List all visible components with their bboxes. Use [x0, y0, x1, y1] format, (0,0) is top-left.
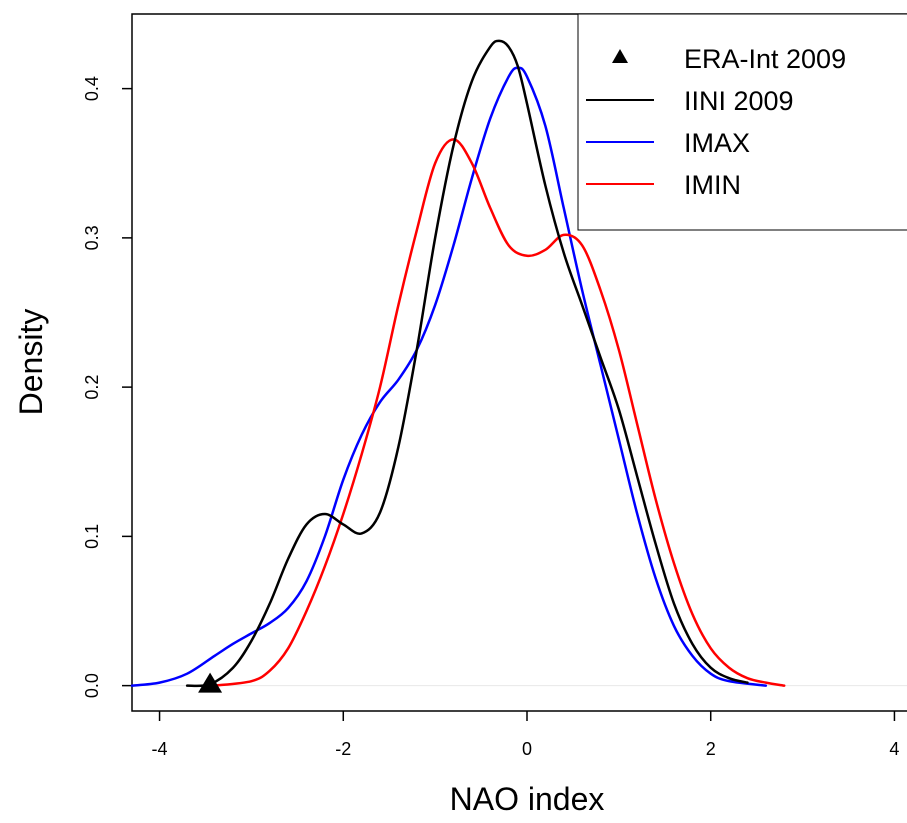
y-tick-label: 0.0: [82, 673, 102, 698]
y-tick-label: 0.1: [82, 524, 102, 549]
series-line-imax: [130, 66, 768, 687]
y-tick-label: 0.2: [82, 375, 102, 400]
x-axis-title: NAO index: [450, 781, 605, 817]
legend-box: [577, 13, 907, 231]
series-layer: [130, 39, 907, 688]
x-axis: -4 -2 0 2 4: [152, 711, 899, 759]
legend-label: ERA-Int 2009: [684, 44, 846, 74]
series-line-iini-2009: [185, 39, 749, 688]
legend-label: IMAX: [684, 128, 750, 158]
y-tick-label: 0.3: [82, 225, 102, 250]
legend: ERA-Int 2009 IINI 2009 IMAX IMIN: [577, 13, 907, 231]
series-line-imin: [213, 138, 786, 687]
x-tick-label: -2: [335, 739, 351, 759]
y-tick-label: 0.4: [82, 76, 102, 101]
legend-triangle-swatch: [612, 49, 628, 63]
marker-layer: [198, 672, 223, 693]
x-tick-label: -4: [152, 739, 168, 759]
legend-label: IINI 2009: [684, 86, 794, 116]
x-tick-label: 2: [706, 739, 716, 759]
y-axis: 0.0 0.1 0.2 0.3 0.4: [82, 76, 132, 698]
y-axis-title: Density: [13, 309, 49, 416]
era-int-marker: [198, 672, 223, 693]
legend-label: IMIN: [684, 170, 741, 200]
x-tick-label: 0: [522, 739, 532, 759]
x-tick-label: 4: [889, 739, 899, 759]
